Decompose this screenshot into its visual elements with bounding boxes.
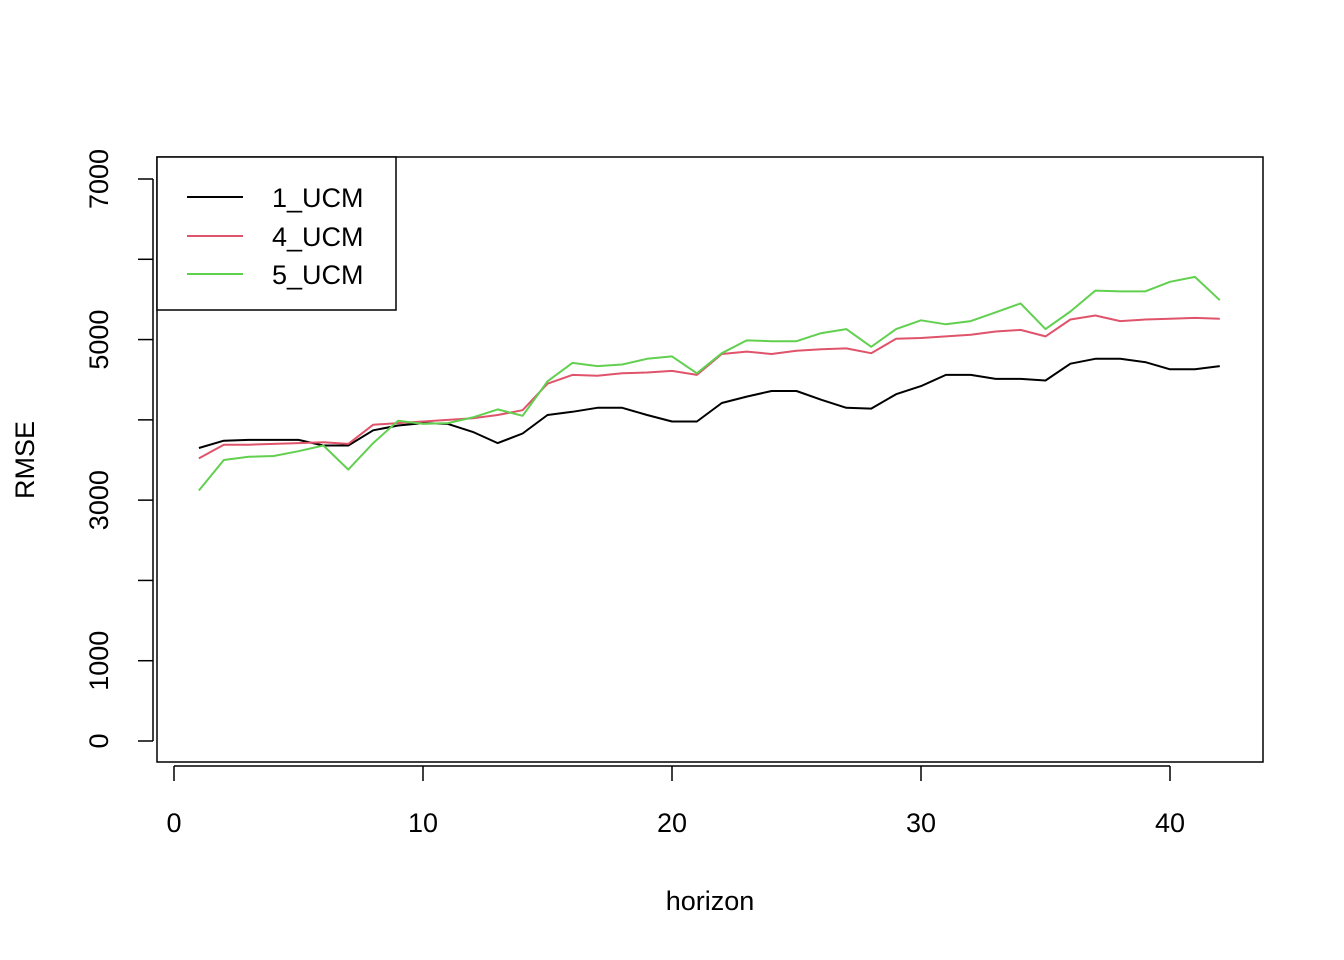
series-line-1_UCM xyxy=(198,357,1220,449)
y-axis: 0 1000 3000 5000 7000 xyxy=(84,149,154,749)
y-tick-label: 0 xyxy=(84,733,114,748)
y-tick-label: 3000 xyxy=(84,470,114,530)
x-tick-label: 20 xyxy=(657,808,687,838)
legend-label: 1_UCM xyxy=(272,183,364,213)
y-tick-label: 5000 xyxy=(84,310,114,370)
x-axis: 0 10 20 30 40 xyxy=(166,765,1185,838)
plot-frame xyxy=(156,156,1264,763)
series-line-4_UCM xyxy=(198,314,1220,460)
legend-box xyxy=(156,156,397,311)
x-axis-label: horizon xyxy=(666,886,755,916)
x-tick-label: 30 xyxy=(906,808,936,838)
series-layer xyxy=(198,275,1221,492)
legend-label: 5_UCM xyxy=(272,260,364,290)
y-tick-label: 1000 xyxy=(84,631,114,691)
y-tick-label: 7000 xyxy=(84,149,114,209)
y-axis-label: RMSE xyxy=(10,421,40,499)
x-tick-label: 0 xyxy=(166,808,181,838)
legend-label: 4_UCM xyxy=(272,222,364,252)
x-tick-label: 10 xyxy=(408,808,438,838)
legend: 1_UCM 4_UCM 5_UCM xyxy=(156,156,397,311)
x-tick-label: 40 xyxy=(1155,808,1185,838)
series-line-5_UCM xyxy=(198,275,1221,492)
